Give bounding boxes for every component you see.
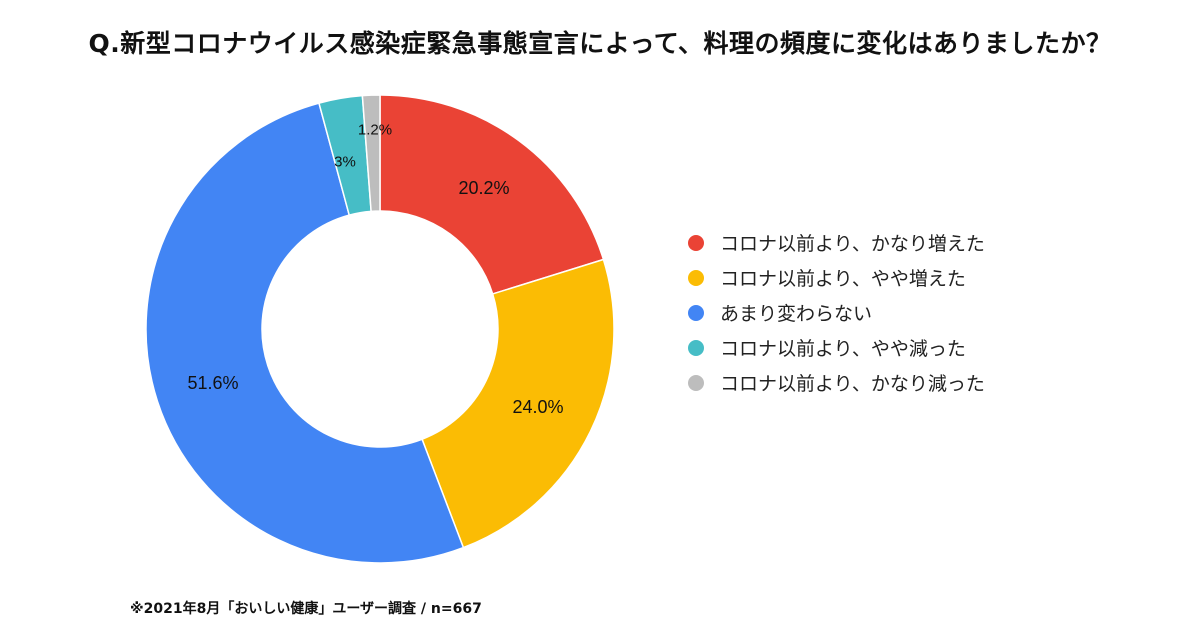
slice-value-label: 51.6% (187, 373, 238, 393)
legend-item: コロナ以前より、かなり増えた (688, 225, 985, 260)
chart-title: Q.新型コロナウイルス感染症緊急事態宣言によって、料理の頻度に変化はありましたか… (88, 29, 1112, 58)
legend-item: あまり変わらない (688, 295, 985, 330)
legend-label: コロナ以前より、かなり減った (720, 373, 985, 395)
legend-item: コロナ以前より、かなり減った (688, 365, 985, 400)
donut-slice (379, 94, 605, 295)
legend-label: コロナ以前より、やや減った (720, 338, 966, 360)
donut-slice (145, 102, 465, 564)
donut-slice (421, 258, 615, 549)
donut-slice (361, 94, 381, 213)
donut-slices (145, 94, 615, 564)
legend-label: あまり変わらない (720, 303, 873, 325)
donut-slice-labels: 20.2% 24.0% 51.6% 3%1.2% (187, 122, 563, 418)
legend-label: コロナ以前より、かなり増えた (720, 233, 985, 255)
slice-value-label: 20.2% (458, 178, 509, 198)
chart-legend: コロナ以前より、かなり増えた コロナ以前より、やや増えた あまり変わらないコロナ以前… (688, 225, 985, 400)
legend-swatch (688, 339, 704, 356)
legend-label: コロナ以前より、やや増えた (720, 268, 966, 290)
slice-value-label: 24.0% (512, 397, 563, 417)
legend-item: コロナ以前より、やや増えた (688, 260, 985, 295)
legend-swatch (688, 304, 704, 321)
legend-swatch (688, 374, 704, 391)
legend-swatch (688, 269, 704, 286)
legend-item: コロナ以前より、やや減った (688, 330, 985, 365)
survey-footnote: ※2021年8月「おいしい健康」ユーザー調査 / n=667 (130, 601, 482, 617)
legend-swatch (688, 234, 704, 251)
slice-value-label: 3% (334, 154, 356, 171)
slice-value-label: 1.2% (358, 122, 392, 139)
